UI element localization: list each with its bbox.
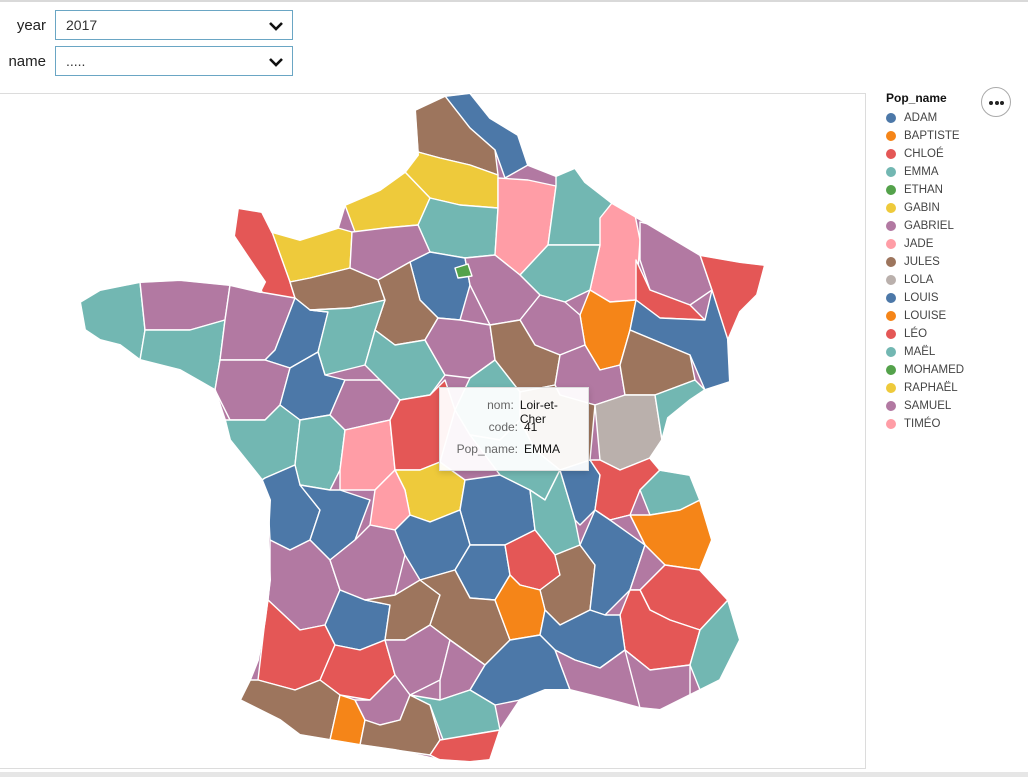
legend: Pop_name ADAM BAPTISTE CHLOÉ EMMA ETHAN GABIN… (886, 91, 964, 433)
legend-label: SAMUEL (904, 400, 952, 412)
year-select[interactable]: 2017 (55, 10, 293, 40)
legend-item[interactable]: ADAM (886, 109, 964, 127)
legend-item[interactable]: MOHAMED (886, 361, 964, 379)
tooltip-row: nom: Loir-et-Cher (448, 398, 580, 426)
legend-swatch (886, 365, 896, 375)
legend-items: ADAM BAPTISTE CHLOÉ EMMA ETHAN GABIN GABRIEL JA… (886, 109, 964, 433)
tooltip-value: EMMA (524, 442, 560, 456)
legend-swatch (886, 311, 896, 321)
bottom-scrollbar-track (0, 772, 1028, 777)
name-select-value: ..... (66, 53, 86, 69)
legend-label: MAËL (904, 346, 936, 358)
department-region[interactable] (417, 197, 499, 259)
legend-item[interactable]: JADE (886, 235, 964, 253)
legend-item[interactable]: TIMÉO (886, 415, 964, 433)
tooltip-row: Pop_name: EMMA (448, 442, 580, 464)
legend-label: ADAM (904, 112, 938, 124)
france-departments-map[interactable] (0, 0, 870, 777)
more-actions-button[interactable] (981, 87, 1011, 117)
legend-swatch (886, 185, 896, 195)
legend-label: LÉO (904, 328, 928, 340)
legend-item[interactable]: LOUIS (886, 289, 964, 307)
legend-swatch (886, 149, 896, 159)
legend-label: LOLA (904, 274, 934, 286)
legend-item[interactable]: LÉO (886, 325, 964, 343)
legend-swatch (886, 329, 896, 339)
legend-swatch (886, 293, 896, 303)
legend-label: BAPTISTE (904, 130, 960, 142)
legend-item[interactable]: RAPHAËL (886, 379, 964, 397)
year-label: year (16, 17, 46, 34)
legend-item[interactable]: GABIN (886, 199, 964, 217)
legend-label: TIMÉO (904, 418, 941, 430)
legend-label: CHLOÉ (904, 148, 944, 160)
legend-item[interactable]: ETHAN (886, 181, 964, 199)
legend-label: JULES (904, 256, 940, 268)
legend-swatch (886, 113, 896, 123)
legend-swatch (886, 257, 896, 267)
legend-label: ETHAN (904, 184, 943, 196)
chevron-down-icon (269, 58, 283, 67)
legend-item[interactable]: JULES (886, 253, 964, 271)
legend-swatch (886, 347, 896, 357)
legend-title: Pop_name (886, 91, 947, 105)
chevron-down-icon (269, 22, 283, 31)
tooltip-value: Loir-et-Cher (519, 398, 558, 426)
france-outline (78, 91, 767, 764)
legend-label: LOUISE (904, 310, 947, 322)
tooltip-key: code: (488, 420, 518, 434)
legend-label: JADE (904, 238, 934, 250)
tooltip-key: nom: (487, 398, 514, 412)
department-region[interactable] (239, 679, 341, 741)
name-select[interactable]: ..... (55, 46, 293, 76)
legend-swatch (886, 401, 896, 411)
legend-swatch (886, 203, 896, 213)
legend-swatch (886, 239, 896, 249)
legend-label: GABIN (904, 202, 940, 214)
year-select-value: 2017 (66, 17, 98, 33)
department-region[interactable] (80, 281, 146, 361)
department-region[interactable] (594, 394, 663, 471)
top-divider (0, 0, 1028, 2)
legend-swatch (886, 275, 896, 285)
legend-label: MOHAMED (904, 364, 965, 376)
legend-swatch (886, 167, 896, 177)
name-label: name (8, 53, 46, 70)
legend-label: LOUIS (904, 292, 939, 304)
legend-item[interactable]: GABRIEL (886, 217, 964, 235)
tooltip-value: 41 (524, 420, 538, 434)
legend-label: GABRIEL (904, 220, 954, 232)
legend-item[interactable]: LOUISE (886, 307, 964, 325)
department-region[interactable] (139, 319, 226, 391)
tooltip-key: Pop_name: (456, 442, 518, 456)
tooltip-row: code: 41 (448, 420, 580, 442)
legend-item[interactable]: LOLA (886, 271, 964, 289)
legend-item[interactable]: EMMA (886, 163, 964, 181)
legend-item[interactable]: CHLOÉ (886, 145, 964, 163)
legend-item[interactable]: BAPTISTE (886, 127, 964, 145)
department-region[interactable] (454, 263, 473, 279)
legend-swatch (886, 383, 896, 393)
legend-item[interactable]: SAMUEL (886, 397, 964, 415)
legend-swatch (886, 419, 896, 429)
legend-label: EMMA (904, 166, 939, 178)
legend-item[interactable]: MAËL (886, 343, 964, 361)
legend-swatch (886, 221, 896, 231)
map-tooltip: nom: Loir-et-Cher code: 41 Pop_name: EMM… (439, 387, 589, 471)
legend-label: RAPHAËL (904, 382, 958, 394)
legend-swatch (886, 131, 896, 141)
